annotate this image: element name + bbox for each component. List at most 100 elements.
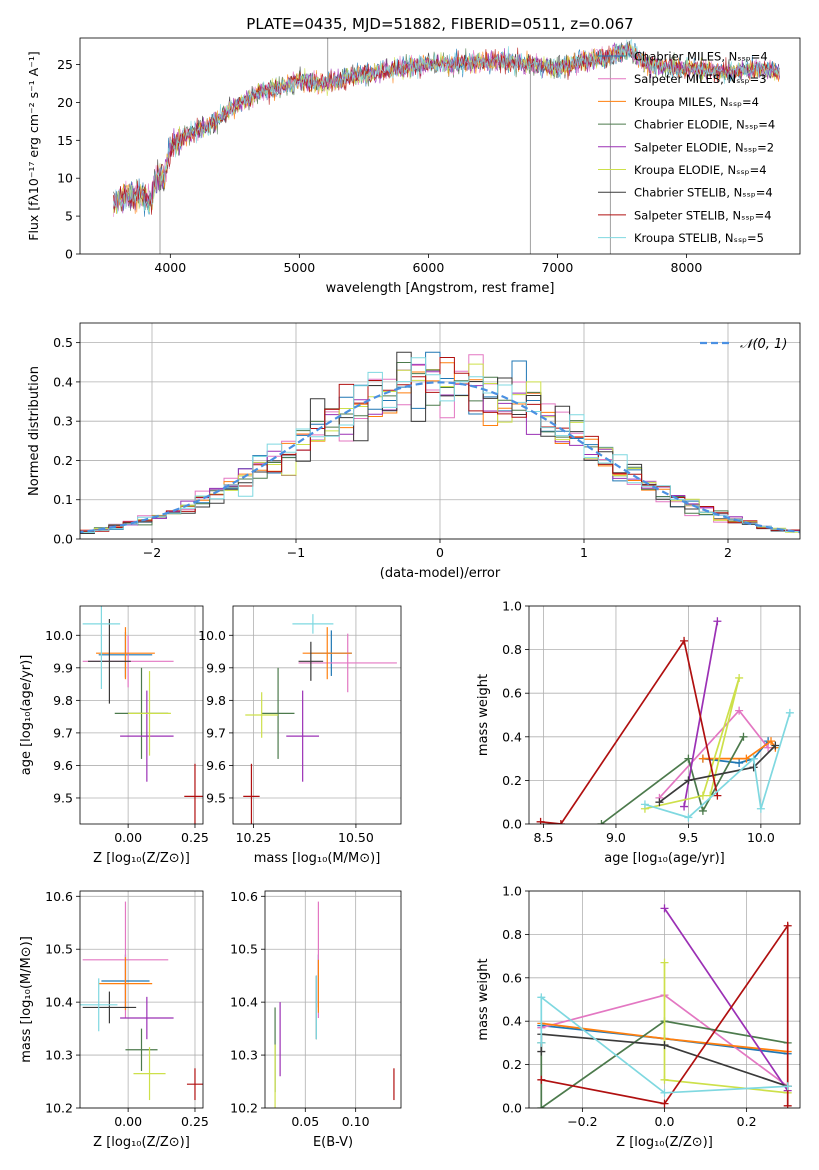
- series-marker: [756, 804, 765, 813]
- series-marker: [556, 820, 565, 824]
- series-marker: [764, 743, 773, 752]
- y-tick-label: 0.8: [502, 642, 522, 657]
- series-marker: [739, 732, 748, 741]
- legend-entry: Chabrier ELODIE, Nₛₛₚ=4: [634, 118, 775, 132]
- errorbar-point: [298, 641, 324, 681]
- y-tick-label: 0.0: [502, 817, 522, 832]
- legend-entry: Salpeter STELIB, Nₛₛₚ=4: [634, 208, 772, 222]
- y-tick-label: 10.3: [230, 1048, 258, 1063]
- errorbar-point: [125, 1028, 158, 1071]
- panel-residuals: −2 −1 0 1 2 0.0 0.1 0.2 0.3 0.4 0.5 (data-model)/er…: [27, 322, 801, 581]
- y-tick-label: 9.7: [206, 725, 226, 740]
- y-tick-label: 10: [57, 171, 73, 186]
- series-marker: [785, 708, 794, 717]
- y-tick-label: 10.0: [198, 628, 226, 643]
- x-tick-label: 9.5: [678, 830, 698, 845]
- panel-ebv-mass: 0.05 0.10 10.2 10.3 10.4 10.5 10.6 E(B-V): [230, 889, 402, 1150]
- y-tick-label: 0.0: [502, 1101, 522, 1116]
- y-tick-label: 10.4: [230, 995, 258, 1010]
- y-tick-label: 1.0: [502, 884, 522, 899]
- series-line: [702, 740, 777, 760]
- legend-entry: Chabrier MILES, Nₛₛₚ=4: [634, 50, 768, 64]
- y-tick-label: 9.8: [206, 693, 226, 708]
- x-tick-label: 0.00: [114, 830, 142, 845]
- x-tick-label: 0.05: [291, 1114, 319, 1129]
- plot-area: [274, 901, 395, 1108]
- y-tick-label: 0: [65, 247, 73, 262]
- y-tick-label: 0.3: [53, 414, 73, 429]
- x-tick-label: −2: [143, 545, 161, 560]
- y-tick-label: 9.7: [53, 725, 73, 740]
- series-marker: [660, 1099, 669, 1108]
- errorbar-point: [245, 692, 279, 738]
- x-axis-label: wavelength [Angstrom, rest frame]: [326, 281, 555, 296]
- x-tick-label: 0.00: [114, 1114, 142, 1129]
- series-marker: [537, 1075, 546, 1084]
- x-tick-label: 0.25: [181, 830, 209, 845]
- axes-frame: [79, 605, 204, 825]
- series-marker: [684, 776, 693, 785]
- y-tick-label: 10.5: [45, 942, 73, 957]
- series-line: [540, 995, 788, 1094]
- series-marker: [735, 673, 744, 682]
- y-tick-label: 10.0: [45, 628, 73, 643]
- series-marker: [783, 921, 792, 930]
- y-axis-label: Normed distribution: [27, 366, 42, 496]
- axes-frame: [528, 890, 801, 1109]
- y-tick-label: 10.2: [45, 1101, 73, 1116]
- x-axis-label: Z [log₁₀(Z/Z⊙)]: [93, 851, 190, 866]
- series-marker: [698, 791, 707, 800]
- y-tick-label: 10.4: [45, 995, 73, 1010]
- y-tick-label: 9.9: [206, 660, 226, 675]
- series-marker: [597, 820, 606, 824]
- series-marker: [660, 1041, 669, 1050]
- series-marker: [537, 1038, 546, 1047]
- series-line: [663, 907, 789, 1092]
- errorbar-point: [120, 996, 174, 1040]
- errorbar-point: [128, 671, 171, 756]
- errorbar-point: [292, 614, 334, 634]
- series-marker: [767, 737, 776, 746]
- series-marker: [660, 1088, 669, 1097]
- chart-title: PLATE=0435, MJD=51882, FIBERID=0511, z=0…: [246, 15, 633, 33]
- errorbar-point: [261, 667, 295, 759]
- series-marker: [771, 741, 780, 750]
- x-tick-label: 0.0: [655, 1114, 675, 1129]
- y-axis-label: mass weight: [476, 674, 491, 756]
- x-axis-label: Z [log₁₀(Z/Z⊙)]: [93, 1135, 190, 1150]
- x-axis-label: mass [log₁₀(M/M⊙)]: [254, 851, 381, 866]
- errorbar-point: [88, 619, 131, 704]
- y-axis-label: mass [log₁₀(M/M⊙)]: [19, 936, 34, 1063]
- legend-entry: Salpeter ELODIE, Nₛₛₚ=2: [634, 140, 774, 154]
- plot-area: [243, 614, 397, 824]
- y-tick-label: 9.5: [206, 790, 226, 805]
- legend-entry: Kroupa ELODIE, Nₛₛₚ=4: [634, 163, 767, 177]
- series-marker: [660, 1075, 669, 1084]
- x-tick-label: 10.50: [338, 830, 374, 845]
- y-tick-label: 10.2: [230, 1101, 258, 1116]
- series-marker: [640, 800, 649, 809]
- series-marker: [783, 1082, 792, 1091]
- y-tick-label: 0.8: [502, 927, 522, 942]
- plot-area: [80, 351, 800, 535]
- x-tick-label: −1: [287, 545, 305, 560]
- y-tick-label: 0.2: [502, 773, 522, 788]
- y-tick-label: 1.0: [502, 599, 522, 614]
- errorbar-point: [80, 978, 118, 1032]
- x-tick-label: 0.25: [181, 1114, 209, 1129]
- spectrum-line: [113, 42, 780, 214]
- y-tick-label: 0.4: [53, 374, 73, 389]
- x-tick-label: 5000: [283, 260, 315, 275]
- y-tick-label: 25: [57, 57, 73, 72]
- legend-entry: Chabrier STELIB, Nₛₛₚ=4: [634, 186, 773, 200]
- y-axis-label: Flux [fλ10⁻¹⁷ erg cm⁻² s⁻¹ A⁻¹]: [26, 51, 41, 240]
- y-tick-label: 0.4: [502, 729, 522, 744]
- y-tick-label: 10.6: [45, 889, 73, 904]
- axes-frame: [79, 890, 204, 1109]
- x-axis-label: (data-model)/error: [380, 566, 501, 581]
- panel-age-weight: 8.5 9.0 9.5 10.0 0.0 0.2 0.4 0.6 0.8 1.0 age [log₁…: [476, 599, 801, 866]
- x-tick-label: 7000: [542, 260, 574, 275]
- panel-spectrum: 4000 5000 6000 7000 8000 0 5 10 15 20 25 wavelength…: [26, 15, 801, 296]
- axes-frame: [79, 37, 801, 255]
